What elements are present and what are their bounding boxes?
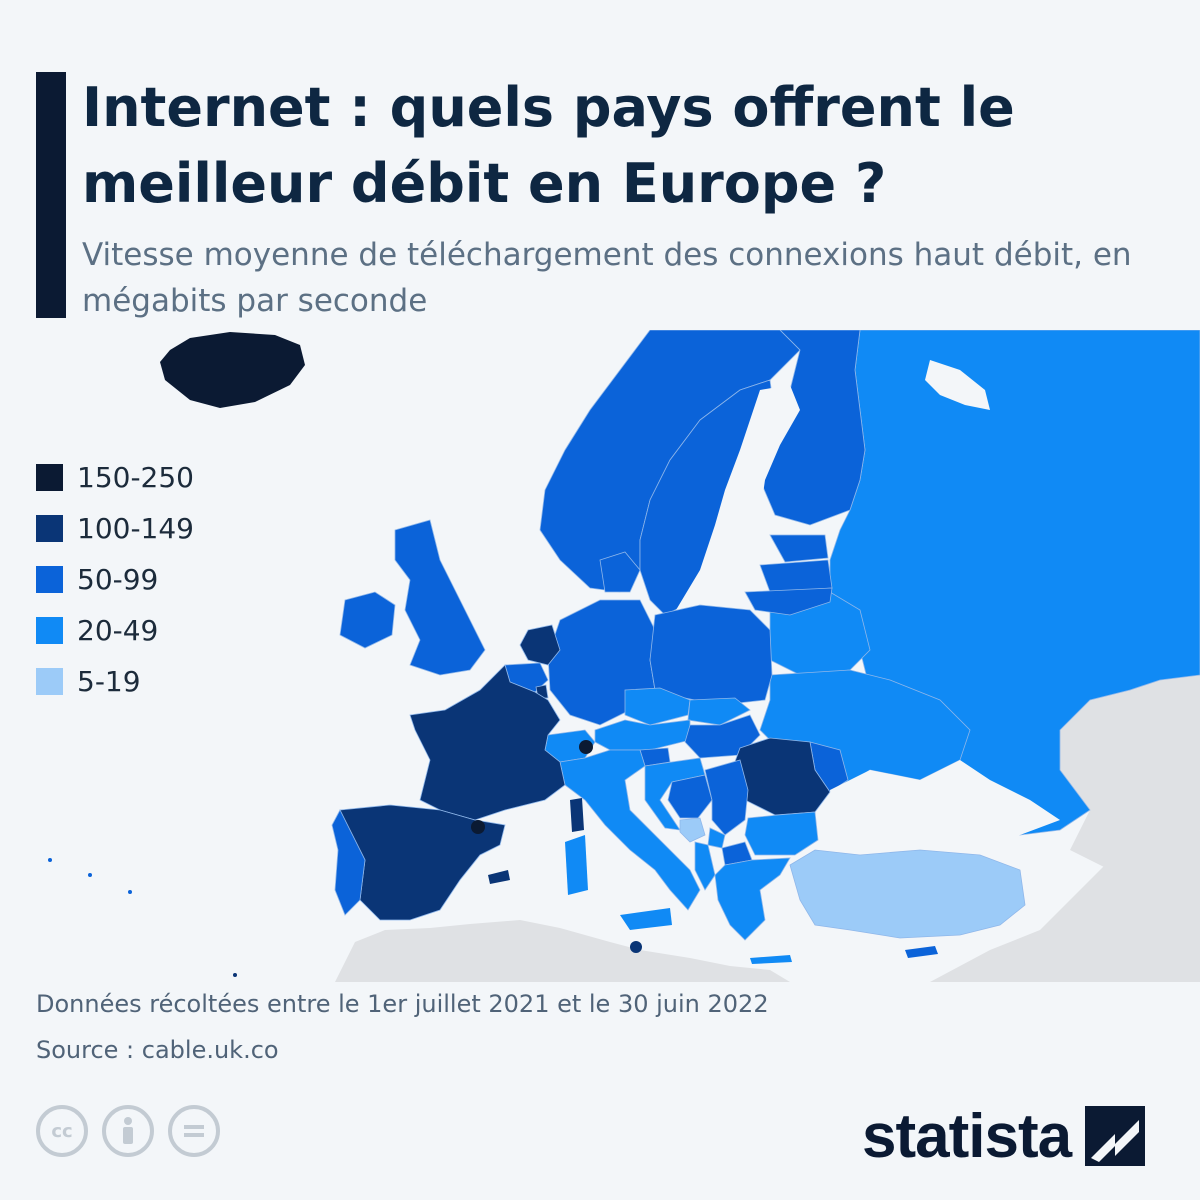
country-iceland	[160, 332, 305, 408]
country-greece	[714, 857, 791, 941]
brand-wordmark: statista	[862, 1101, 1072, 1171]
legend-label: 50-99	[77, 563, 159, 596]
legend-swatch	[36, 668, 63, 695]
region-middle-east	[930, 830, 1200, 982]
title-accent-bar	[36, 72, 66, 318]
country-denmark	[599, 551, 641, 593]
baltic-sea	[670, 385, 800, 620]
island-balearic	[488, 870, 510, 884]
license-icons: cc	[36, 1105, 220, 1157]
legend-item: 5-19	[36, 656, 194, 707]
legend-item: 150-250	[36, 452, 194, 503]
legend-label: 150-250	[77, 461, 194, 494]
statista-logo[interactable]: statista	[862, 1100, 1146, 1172]
equals-glyph	[184, 1125, 204, 1137]
country-ireland	[339, 591, 396, 649]
country-cyprus	[905, 946, 938, 958]
footer-source: Source : cable.uk.co	[36, 1036, 279, 1064]
legend-label: 20-49	[77, 614, 159, 647]
legend-swatch	[36, 464, 63, 491]
country-malta	[630, 941, 642, 953]
no-derivatives-icon[interactable]	[168, 1105, 220, 1157]
white-sea	[925, 360, 990, 410]
country-slovakia	[687, 697, 751, 726]
legend-swatch	[36, 566, 63, 593]
country-liechtenstein	[579, 740, 593, 754]
country-andorra	[471, 820, 485, 834]
statista-mark-icon	[1085, 1106, 1146, 1166]
country-portugal	[331, 809, 366, 916]
person-glyph	[123, 1117, 133, 1144]
island-azores-3	[128, 890, 132, 894]
island-canary	[233, 973, 237, 977]
country-czechia	[624, 687, 691, 726]
region-north-africa	[335, 920, 790, 982]
country-uk	[394, 519, 486, 676]
legend-item: 50-99	[36, 554, 194, 605]
cc-icon[interactable]: cc	[36, 1105, 88, 1157]
country-italy	[559, 749, 701, 911]
country-bulgaria	[744, 811, 819, 856]
legend-label: 100-149	[77, 512, 194, 545]
legend-item: 20-49	[36, 605, 194, 656]
legend-swatch	[36, 515, 63, 542]
island-crete	[750, 955, 792, 964]
attribution-icon[interactable]	[102, 1105, 154, 1157]
country-france	[409, 664, 566, 821]
legend-swatch	[36, 617, 63, 644]
country-latvia	[759, 559, 833, 593]
legend-item: 100-149	[36, 503, 194, 554]
country-poland	[649, 604, 773, 706]
page-subtitle: Vitesse moyenne de téléchargement des co…	[82, 237, 1132, 319]
country-netherlands	[519, 624, 561, 666]
legend-label: 5-19	[77, 665, 141, 698]
footer-note: Données récoltées entre le 1er juillet 2…	[36, 990, 769, 1018]
country-montenegro	[679, 817, 706, 843]
legend: 150-250 100-149 50-99 20-49 5-19	[36, 452, 194, 707]
country-lithuania	[744, 587, 833, 616]
island-sardinia	[565, 835, 588, 895]
europe-map	[0, 330, 1200, 982]
country-turkey	[789, 849, 1026, 939]
country-serbia	[704, 759, 749, 836]
country-estonia	[769, 534, 829, 563]
island-azores-1	[48, 858, 52, 862]
page-title: Internet : quels pays offrent le meilleu…	[82, 76, 1015, 215]
island-sicily	[620, 908, 672, 930]
island-corsica	[570, 798, 584, 832]
region-central-asia	[1060, 675, 1200, 870]
island-azores-2	[88, 873, 92, 877]
black-sea	[825, 760, 1060, 850]
country-albania	[694, 841, 716, 891]
country-croatia	[644, 757, 706, 831]
